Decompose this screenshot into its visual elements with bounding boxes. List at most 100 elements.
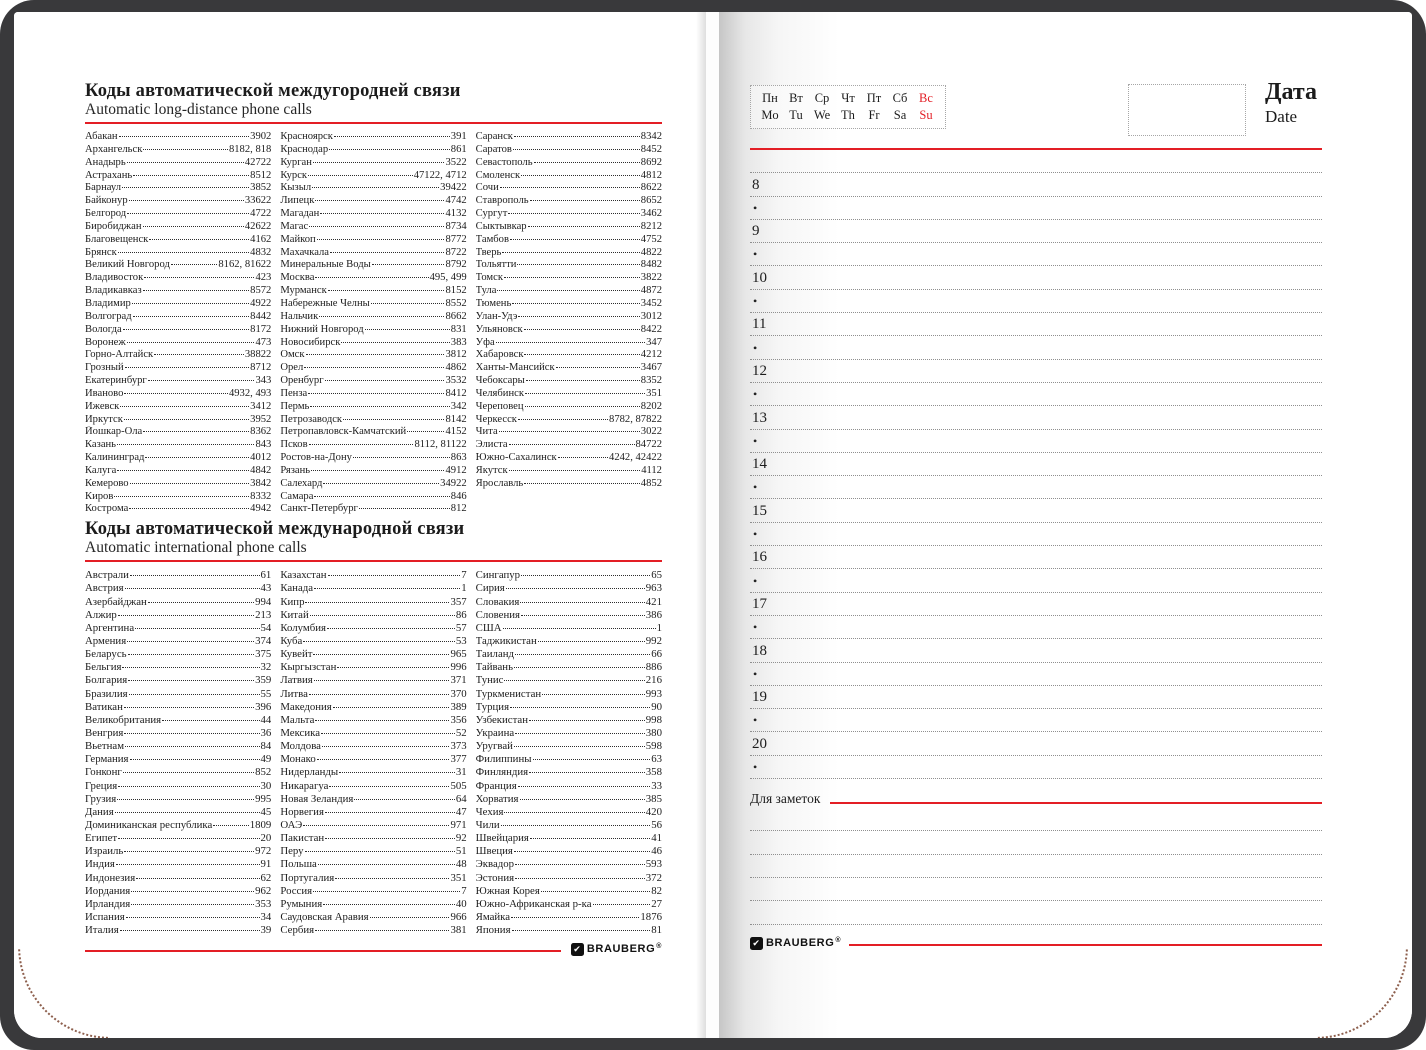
phone-code: 998	[645, 713, 662, 726]
schedule-bullet-row[interactable]: •	[750, 430, 1322, 453]
phone-code-row: Великобритания 44	[85, 714, 271, 727]
brauberg-wordmark: BRAUBERG	[586, 943, 656, 956]
schedule-bullet-row[interactable]: •	[750, 336, 1322, 360]
schedule-bullet-row[interactable]: •	[750, 243, 1322, 267]
place-name: Швейцария	[475, 832, 529, 845]
weekday-Th: Th	[841, 108, 855, 122]
notes-line[interactable]	[750, 878, 1322, 902]
schedule-hour-row[interactable]: 14	[750, 453, 1322, 477]
place-name: Астрахань	[85, 169, 133, 181]
date-entry-box[interactable]	[1128, 84, 1246, 136]
left-page-footer: ✔ BRAUBERG ®	[85, 942, 662, 957]
schedule-hour-row[interactable]: 15	[750, 499, 1322, 523]
phone-code-row: Перу 51	[280, 845, 466, 858]
red-header-line	[750, 148, 1322, 150]
phone-code-row: Египет 20	[85, 832, 271, 845]
schedule-hour-row[interactable]: 20	[750, 732, 1322, 756]
schedule-hour-row[interactable]: 12	[750, 360, 1322, 383]
phone-code-row: Якутск 4112	[476, 465, 662, 478]
phone-code-row: Бельгия 32	[85, 661, 271, 674]
phone-code: 32	[260, 661, 272, 674]
schedule-bullet-row[interactable]: •	[750, 663, 1322, 686]
place-name: Тверь	[475, 246, 502, 258]
place-name: Улан-Удэ	[475, 310, 518, 322]
schedule-bullet-row[interactable]: •	[750, 756, 1322, 780]
phone-code: 965	[450, 648, 467, 661]
phone-code: 63	[651, 753, 662, 766]
phone-code-row: Испания 34	[85, 911, 271, 924]
place-name: Салехард	[280, 477, 323, 489]
phone-code-row: Омск 3812	[280, 349, 466, 362]
place-name: Ставрополь	[475, 195, 529, 207]
phone-code: 8452	[640, 143, 662, 155]
section2-title-ru: Коды автоматической международной связи	[85, 519, 465, 540]
notes-line[interactable]	[750, 855, 1322, 878]
international-codes-list: Австрали 61 Австрия 43 Азербайджан 994 Алжир 21…	[85, 569, 662, 937]
date-label-en: Date	[1265, 107, 1298, 126]
phone-code-row: Краснодар 861	[280, 144, 466, 157]
schedule-hour-row[interactable]: 11	[750, 313, 1322, 337]
place-name: Новосибирск	[280, 336, 341, 348]
schedule-bullet-row[interactable]: •	[750, 569, 1322, 593]
place-name: ОАЭ	[280, 818, 303, 831]
phone-code: 3532	[445, 375, 467, 387]
place-name: Брянск	[85, 246, 117, 258]
schedule-hour-row[interactable]: 16	[750, 546, 1322, 570]
phone-code-row: Турция 90	[476, 701, 662, 714]
phone-code: 843	[255, 439, 272, 451]
place-name: Литва	[280, 687, 308, 700]
phone-code: 358	[645, 766, 662, 779]
place-name: Ямайка	[475, 910, 511, 923]
phone-code-row: Польша 48	[280, 858, 466, 871]
schedule-bullet-row[interactable]: •	[750, 197, 1322, 220]
schedule-hour-row[interactable]: 17	[750, 593, 1322, 616]
schedule-hour-row[interactable]: 10	[750, 266, 1322, 290]
notes-line[interactable]	[750, 808, 1322, 832]
phone-code: 43	[260, 582, 272, 595]
phone-code-row: Сирия 963	[476, 582, 662, 595]
place-name: Пенза	[280, 387, 308, 399]
phone-code-row: Южно-Африканская р-ка 27	[476, 898, 662, 911]
schedule-hour-row[interactable]: 8	[750, 173, 1322, 197]
schedule-hour-row[interactable]: 13	[750, 406, 1322, 430]
place-name: Доминиканская республика	[85, 818, 213, 831]
schedule-bullet-row[interactable]: •	[750, 523, 1322, 547]
phone-code: 8662	[445, 310, 467, 322]
phone-code: 8332	[250, 490, 272, 502]
place-name: Чебоксары	[475, 375, 525, 387]
place-name: Набережные Челны	[280, 297, 370, 309]
schedule-hour-row[interactable]: 19	[750, 686, 1322, 710]
phone-code-row: Белгород 4722	[85, 208, 271, 221]
phone-code: 598	[645, 740, 662, 753]
schedule-bullet-row[interactable]: •	[750, 383, 1322, 407]
notes-line[interactable]	[750, 901, 1322, 925]
phone-code: 421	[645, 595, 662, 608]
place-name: Мурманск	[280, 285, 327, 297]
phone-code-row: Израиль 972	[85, 845, 271, 858]
schedule-hour-row[interactable]: 18	[750, 639, 1322, 663]
schedule-bullet-row[interactable]: •	[750, 616, 1322, 640]
phone-code: 372	[645, 871, 662, 884]
phone-code-row: Владивосток 423	[85, 272, 271, 285]
phone-code-row: Великий Новгород 8162, 81622	[85, 259, 271, 272]
phone-code: 420	[645, 805, 662, 818]
phone-code: 351	[646, 387, 662, 399]
phone-code-row: Тамбов 4752	[476, 234, 662, 247]
phone-code: 7	[461, 569, 467, 582]
phone-code: 8442	[250, 310, 272, 322]
place-name: Уфа	[475, 336, 495, 348]
schedule-bullet-row[interactable]: •	[750, 709, 1322, 733]
schedule-bullet-row[interactable]: •	[750, 476, 1322, 500]
phone-code: 8482	[640, 259, 662, 271]
phone-code-row: Пакистан 92	[280, 832, 466, 845]
schedule-hour-row[interactable]: 9	[750, 220, 1322, 244]
notes-line[interactable]	[750, 831, 1322, 855]
place-name: Тюмень	[475, 297, 512, 309]
schedule-bullet-row[interactable]: •	[750, 290, 1322, 314]
schedule-spacer-row[interactable]	[750, 150, 1322, 174]
phone-code: 8142	[445, 413, 467, 425]
phone-code: 47122, 4712	[413, 169, 467, 181]
phone-code: 8692	[640, 156, 662, 168]
place-name: Ирландия	[85, 897, 131, 910]
place-name: Италия	[85, 924, 119, 937]
